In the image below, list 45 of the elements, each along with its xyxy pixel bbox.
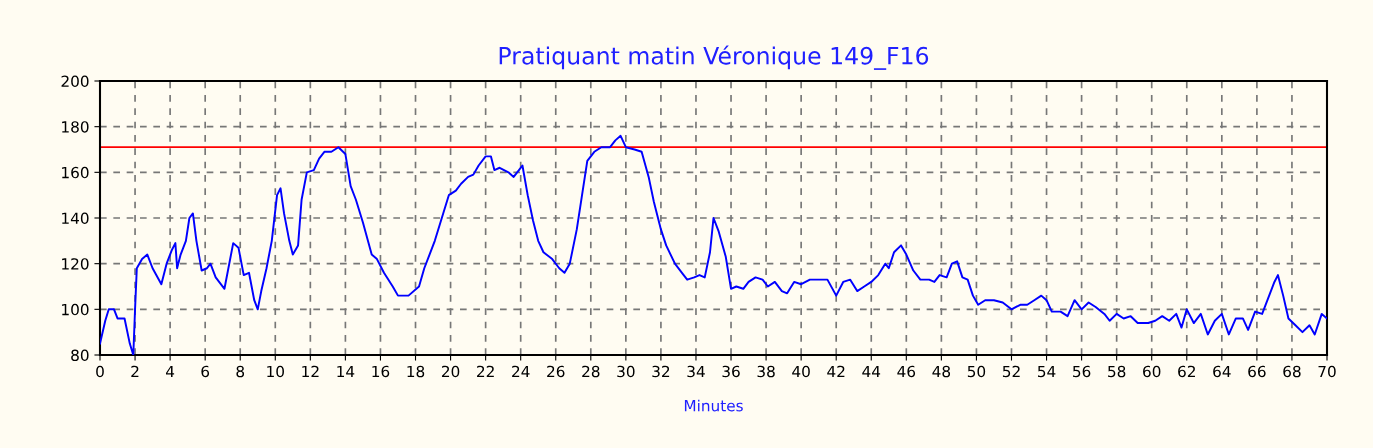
x-tick-label: 14 xyxy=(337,365,355,378)
x-tick-label: 16 xyxy=(372,365,390,378)
x-tick-label: 58 xyxy=(1108,365,1126,378)
x-tick-label: 66 xyxy=(1248,365,1266,378)
x-tick-label: 12 xyxy=(302,365,319,378)
y-tick-label: 140 xyxy=(62,212,89,225)
x-tick-label: 20 xyxy=(441,365,460,378)
y-tick-label: 100 xyxy=(62,303,89,316)
x-tick-label: 48 xyxy=(932,365,951,378)
x-tick-label: 52 xyxy=(1002,365,1020,378)
x-tick-label: 40 xyxy=(792,365,810,378)
x-tick-label: 54 xyxy=(1038,365,1056,378)
x-tick-label: 46 xyxy=(897,365,916,378)
x-tick-label: 28 xyxy=(582,365,600,378)
x-tick-label: 50 xyxy=(967,365,986,378)
x-tick-label: 70 xyxy=(1318,365,1336,378)
x-tick-label: 56 xyxy=(1073,365,1091,378)
x-tick-label: 62 xyxy=(1178,365,1195,378)
x-tick-label: 0 xyxy=(96,365,104,378)
y-tick-label: 180 xyxy=(62,121,89,133)
x-tick-label: 42 xyxy=(827,365,845,378)
x-tick-label: 30 xyxy=(617,365,635,378)
y-tick-label: 160 xyxy=(62,166,89,179)
x-tick-label: 8 xyxy=(236,365,245,378)
x-tick-label: 24 xyxy=(512,365,530,378)
chart-title: Pratiquant matin Véronique 149_F16 xyxy=(499,45,929,70)
x-tick-label: 64 xyxy=(1213,365,1231,378)
x-tick-label: 34 xyxy=(687,365,705,378)
x-tick-label: 18 xyxy=(407,365,425,378)
x-tick-label: 4 xyxy=(166,365,175,378)
x-tick-label: 32 xyxy=(652,365,670,378)
x-tick-label: 10 xyxy=(267,365,284,378)
x-tick-label: 2 xyxy=(131,365,139,378)
x-tick-label: 36 xyxy=(722,365,740,378)
y-tick-label: 80 xyxy=(71,349,89,362)
x-axis-title: Minutes xyxy=(684,399,743,412)
x-tick-label: 6 xyxy=(201,365,210,378)
y-tick-label: 120 xyxy=(62,258,89,270)
y-tick-label: 200 xyxy=(61,75,89,88)
x-tick-label: 22 xyxy=(477,365,494,378)
x-tick-label: 68 xyxy=(1283,365,1301,378)
x-tick-label: 44 xyxy=(862,365,881,378)
x-tick-label: 60 xyxy=(1143,365,1161,378)
x-tick-label: 26 xyxy=(547,365,565,378)
x-tick-label: 38 xyxy=(757,365,775,378)
